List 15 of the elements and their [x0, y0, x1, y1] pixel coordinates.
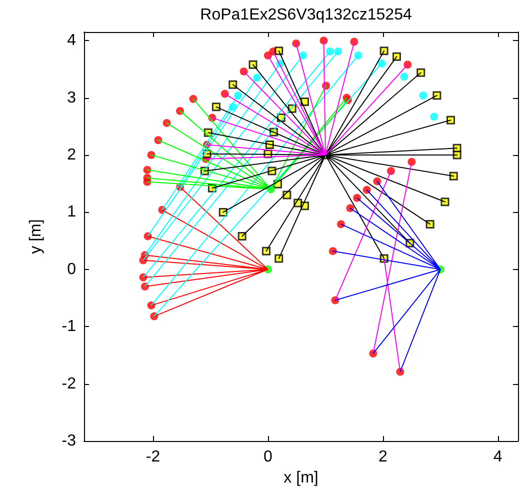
y-tick-label: 4: [67, 32, 76, 50]
y-tick-label: 3: [67, 89, 76, 106]
y-tick-label: -3: [62, 432, 76, 450]
x-tick-label: -2: [146, 448, 160, 466]
y-tick-label: 1: [67, 204, 76, 221]
x-tick-label: 2: [378, 448, 388, 466]
y-tick-label: -2: [62, 375, 76, 392]
x-tick-label: 0: [263, 448, 272, 466]
y-tick-label: -1: [62, 318, 76, 336]
chart-title: RoPa1Ex2S6V3q132cz15254: [200, 6, 412, 24]
x-tick-label: 4: [493, 448, 502, 466]
y-axis-title: y [m]: [28, 219, 44, 254]
y-tick-label: 0: [67, 260, 76, 278]
y-tick-label: 2: [67, 146, 76, 164]
x-axis-title: x [m]: [284, 469, 318, 486]
